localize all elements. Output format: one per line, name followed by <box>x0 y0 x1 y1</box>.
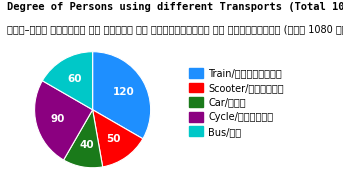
Wedge shape <box>42 52 93 110</box>
Text: Degree of Persons using different Transports (Total 1080 Persons): Degree of Persons using different Transp… <box>7 2 343 12</box>
Wedge shape <box>63 110 103 168</box>
Text: 60: 60 <box>67 74 82 84</box>
Text: 90: 90 <box>51 114 65 124</box>
Legend: Train/रेलगाड़ी, Scooter/स्कूटर, Car/कार, Cycle/साइकिल, Bus/बस: Train/रेलगाड़ी, Scooter/स्कूटर, Car/कार,… <box>187 66 286 139</box>
Wedge shape <box>35 81 93 160</box>
Text: अलग–अलग परिवहन का उपयोग कर व्यक्तियों का वृत्तारेख (कुल 1080 व्यक्ति): अलग–अलग परिवहन का उपयोग कर व्यक्तियों का… <box>7 24 343 34</box>
Text: 120: 120 <box>113 87 135 97</box>
Text: 40: 40 <box>79 140 94 150</box>
Wedge shape <box>93 52 151 139</box>
Wedge shape <box>93 110 143 167</box>
Text: 50: 50 <box>106 134 120 144</box>
